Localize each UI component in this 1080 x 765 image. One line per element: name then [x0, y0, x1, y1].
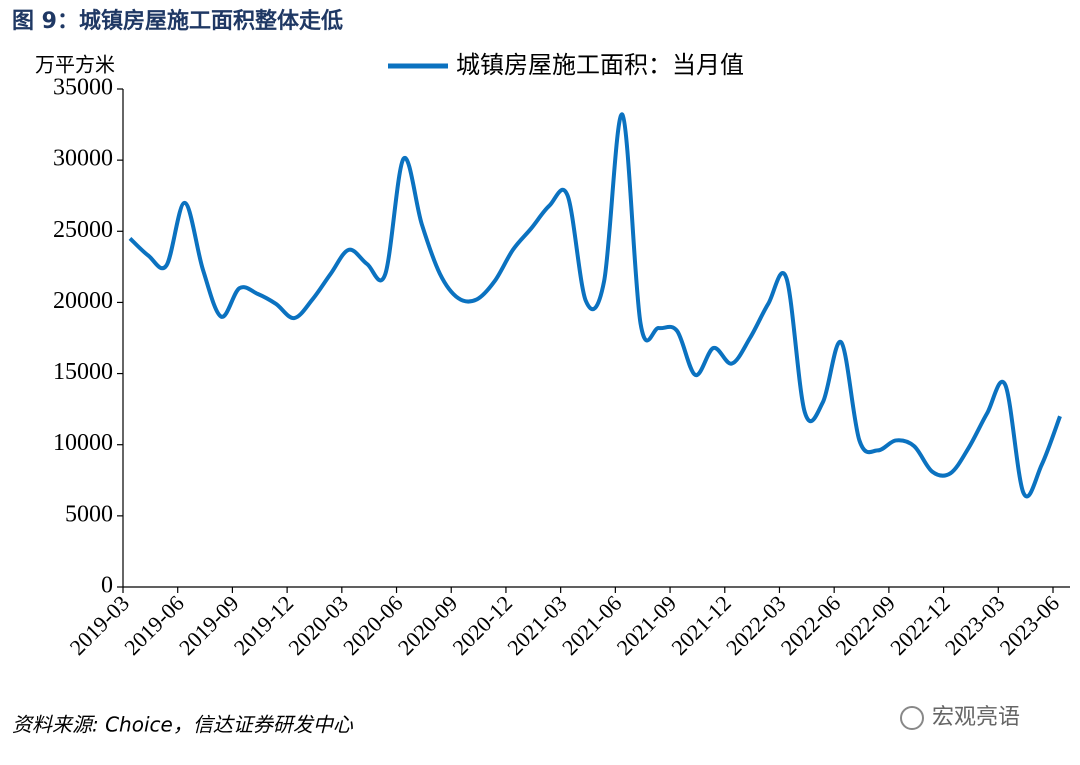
y-unit: 万平方米 — [35, 53, 115, 77]
y-tick-label: 0 — [101, 573, 113, 599]
legend-label: 城镇房屋施工面积：当月值 — [456, 51, 744, 79]
x-tick-label: 2020-06 — [338, 590, 408, 660]
y-tick-label: 25000 — [53, 217, 113, 243]
watermark: 宏观亮语 — [932, 705, 1020, 730]
x-tick-label: 2019-09 — [174, 590, 244, 660]
x-tick-label: 2019-12 — [229, 590, 299, 660]
x-tick-label: 2020-03 — [283, 590, 353, 660]
series-line — [128, 112, 1062, 499]
x-tick-label: 2021-12 — [666, 590, 736, 660]
x-tick-label: 2021-06 — [557, 590, 627, 660]
y-tick-label: 30000 — [53, 146, 113, 172]
x-tick-label: 2022-09 — [830, 590, 900, 660]
watermark-icon — [900, 706, 924, 730]
y-tick-label: 15000 — [53, 359, 113, 385]
x-tick-label: 2023-03 — [940, 590, 1010, 660]
x-tick-label: 2019-03 — [65, 590, 135, 660]
x-tick-label: 2023-06 — [995, 590, 1065, 660]
y-tick-label: 20000 — [53, 288, 113, 314]
x-tick-label: 2021-09 — [612, 590, 682, 660]
x-tick-label: 2020-12 — [448, 590, 518, 660]
x-tick-label: 2019-06 — [119, 590, 189, 660]
x-tick-label: 2022-12 — [885, 590, 955, 660]
y-tick-label: 35000 — [53, 75, 113, 101]
y-tick-label: 5000 — [65, 501, 113, 527]
x-tick-label: 2022-06 — [776, 590, 846, 660]
source: 资料来源: Choice，信达证券研发中心 — [12, 713, 354, 737]
x-tick-label: 2022-03 — [721, 590, 791, 660]
y-tick-label: 10000 — [53, 430, 113, 456]
x-tick-label: 2021-03 — [502, 590, 572, 660]
x-tick-label: 2020-09 — [393, 590, 463, 660]
chart-title: 图 9：城镇房屋施工面积整体走低 — [12, 8, 343, 34]
